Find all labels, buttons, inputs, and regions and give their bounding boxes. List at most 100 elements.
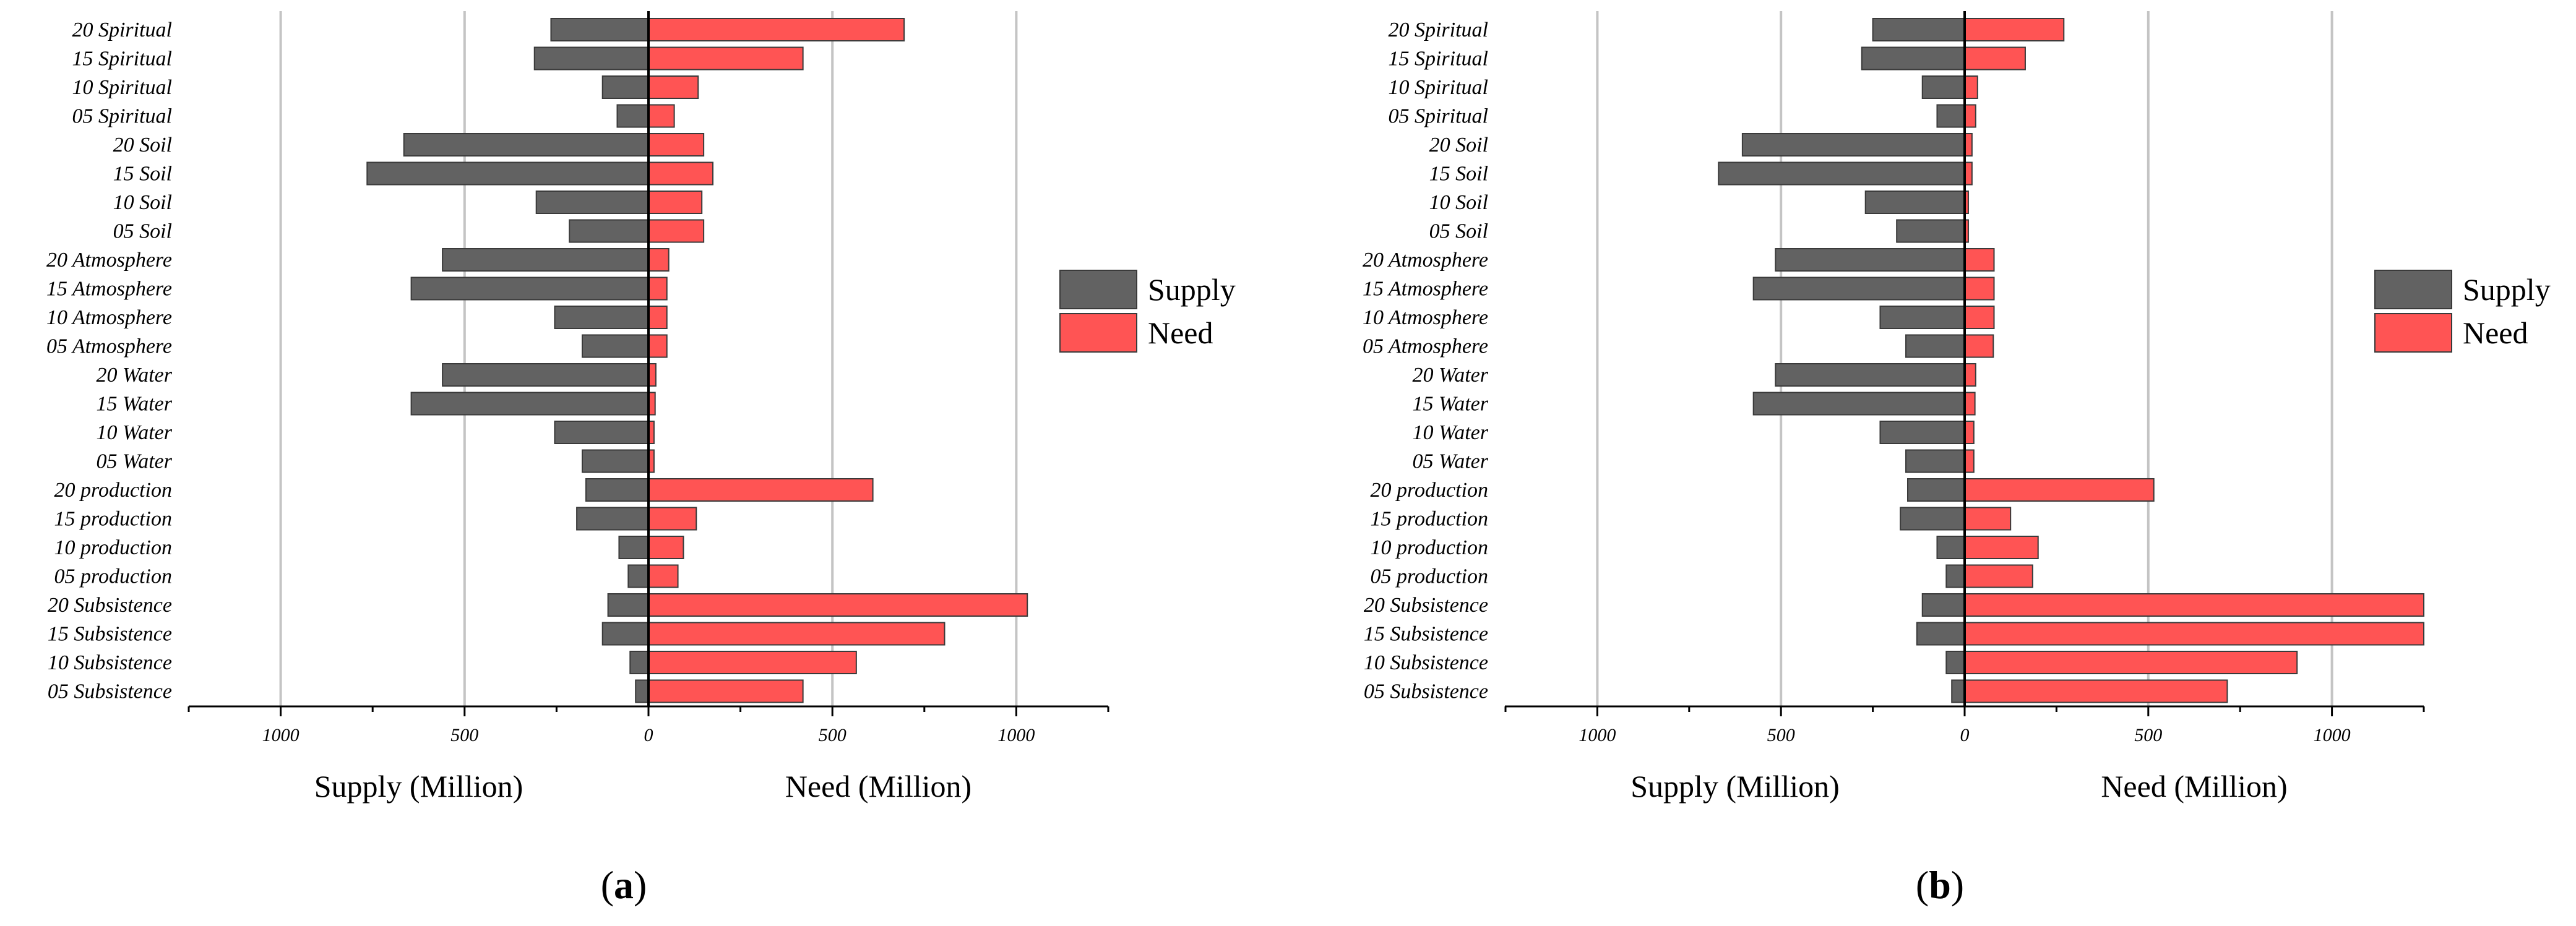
supply-bar: [1752, 277, 1965, 301]
x-tick-label: 500: [1767, 725, 1795, 745]
need-bar: [1964, 679, 2228, 703]
need-bar: [1964, 564, 2033, 588]
x-tick-label: 0: [1960, 725, 1970, 745]
x-tick-label: 500: [450, 725, 478, 745]
supply-bar: [366, 161, 649, 186]
x-tick-label: 1000: [2314, 725, 2351, 745]
category-label: 20 Spiritual: [72, 19, 172, 41]
need-bar: [648, 593, 1028, 617]
supply-bar: [1896, 219, 1966, 243]
supply-bar: [616, 104, 650, 128]
need-bar: [1964, 507, 2012, 531]
need-bar: [1964, 248, 1995, 272]
supply-bar: [1872, 18, 1966, 41]
need-bar: [1964, 536, 2039, 559]
category-label: 10 Spiritual: [72, 76, 172, 99]
supply-bar: [403, 133, 649, 156]
category-label: 20 Atmosphere: [1363, 249, 1488, 272]
category-label: 20 Water: [97, 364, 173, 387]
category-label: 15 Soil: [1429, 163, 1488, 186]
category-label: 20 Water: [1413, 364, 1489, 387]
supply-bar: [1906, 478, 1965, 502]
supply-bar: [1879, 421, 1965, 444]
category-label: 15 Water: [1413, 393, 1489, 416]
category-label: 20 production: [1371, 479, 1488, 502]
supply-bar: [533, 46, 650, 71]
x-axis-title-need: Need (Million): [2101, 769, 2287, 804]
need-bar: [1964, 363, 1976, 387]
supply-bar: [1916, 622, 1966, 646]
category-label: 15 Atmosphere: [1363, 278, 1488, 301]
panel-label: (a): [601, 863, 647, 907]
legend-label-supply: Supply: [2463, 272, 2551, 307]
supply-bar: [1879, 306, 1965, 329]
need-bar: [648, 622, 946, 646]
category-label: 10 Atmosphere: [46, 306, 172, 329]
category-label: 15 production: [54, 508, 172, 531]
need-bar: [1964, 449, 1975, 473]
supply-bar: [1900, 507, 1966, 531]
supply-bar: [1718, 161, 1966, 186]
x-tick-label: 1000: [1579, 725, 1616, 745]
need-bar: [648, 18, 905, 41]
legend-swatch-supply: [2374, 270, 2452, 309]
need-bar: [1964, 392, 1976, 416]
need-bar: [648, 277, 668, 301]
category-label: 10 production: [1371, 536, 1488, 559]
need-bar: [648, 507, 697, 531]
supply-bar: [1905, 334, 1965, 358]
supply-bar: [1945, 564, 1966, 588]
supply-bar: [1752, 392, 1965, 416]
need-bar: [648, 306, 668, 329]
category-label: 20 Soil: [113, 134, 172, 156]
category-label: 05 Water: [1413, 450, 1489, 473]
supply-bar: [1864, 191, 1966, 214]
supply-bar: [1775, 363, 1965, 387]
category-label: 15 Spiritual: [1388, 48, 1488, 71]
category-label: 10 Subsistence: [48, 651, 172, 674]
supply-bar: [550, 18, 650, 41]
need-bar: [1964, 622, 2424, 646]
need-bar: [648, 478, 874, 502]
supply-bar: [627, 564, 649, 588]
supply-bar: [1951, 679, 1966, 703]
need-bar: [1964, 421, 1975, 444]
category-label: 20 Subsistence: [1364, 594, 1488, 617]
supply-bar: [1921, 593, 1966, 617]
need-bar: [1964, 46, 2026, 71]
x-tick-label: 1000: [262, 725, 299, 745]
supply-bar: [1741, 133, 1966, 156]
need-bar: [1964, 277, 1995, 301]
category-label: 10 Subsistence: [1364, 651, 1488, 674]
supply-bar: [554, 421, 649, 444]
category-label: 10 Soil: [113, 191, 172, 214]
legend-label-need: Need: [2463, 315, 2528, 350]
supply-bar: [1936, 104, 1965, 128]
need-bar: [648, 104, 675, 128]
panel-label-letter: b: [1929, 863, 1951, 907]
panel-label-close: ): [1951, 863, 1964, 907]
category-label: 15 Subsistence: [48, 623, 172, 646]
panel-a: 20 Spiritual 15 Spiritual 10 Spiritual 05 S…: [46, 11, 1236, 907]
need-bar: [1964, 651, 2298, 674]
panel-label: (b): [1916, 863, 1964, 907]
supply-bar: [410, 392, 649, 416]
category-label: 10 production: [54, 536, 172, 559]
panel-label-open: (: [1916, 863, 1929, 907]
need-bar: [1964, 593, 2424, 617]
need-bar: [648, 334, 668, 358]
supply-bar: [585, 478, 650, 502]
supply-bar: [629, 651, 650, 674]
category-label: 05 Subsistence: [48, 680, 172, 703]
category-label: 10 Water: [97, 421, 173, 444]
supply-bar: [1905, 449, 1965, 473]
category-label: 15 production: [1371, 508, 1488, 531]
x-axis-title-need: Need (Million): [785, 769, 971, 804]
category-label: 05 Spiritual: [1388, 105, 1488, 128]
need-bar: [648, 75, 699, 99]
supply-bar: [601, 75, 650, 99]
supply-bar: [569, 219, 649, 243]
legend-swatch-need: [2374, 313, 2452, 353]
category-label: 20 production: [54, 479, 172, 502]
